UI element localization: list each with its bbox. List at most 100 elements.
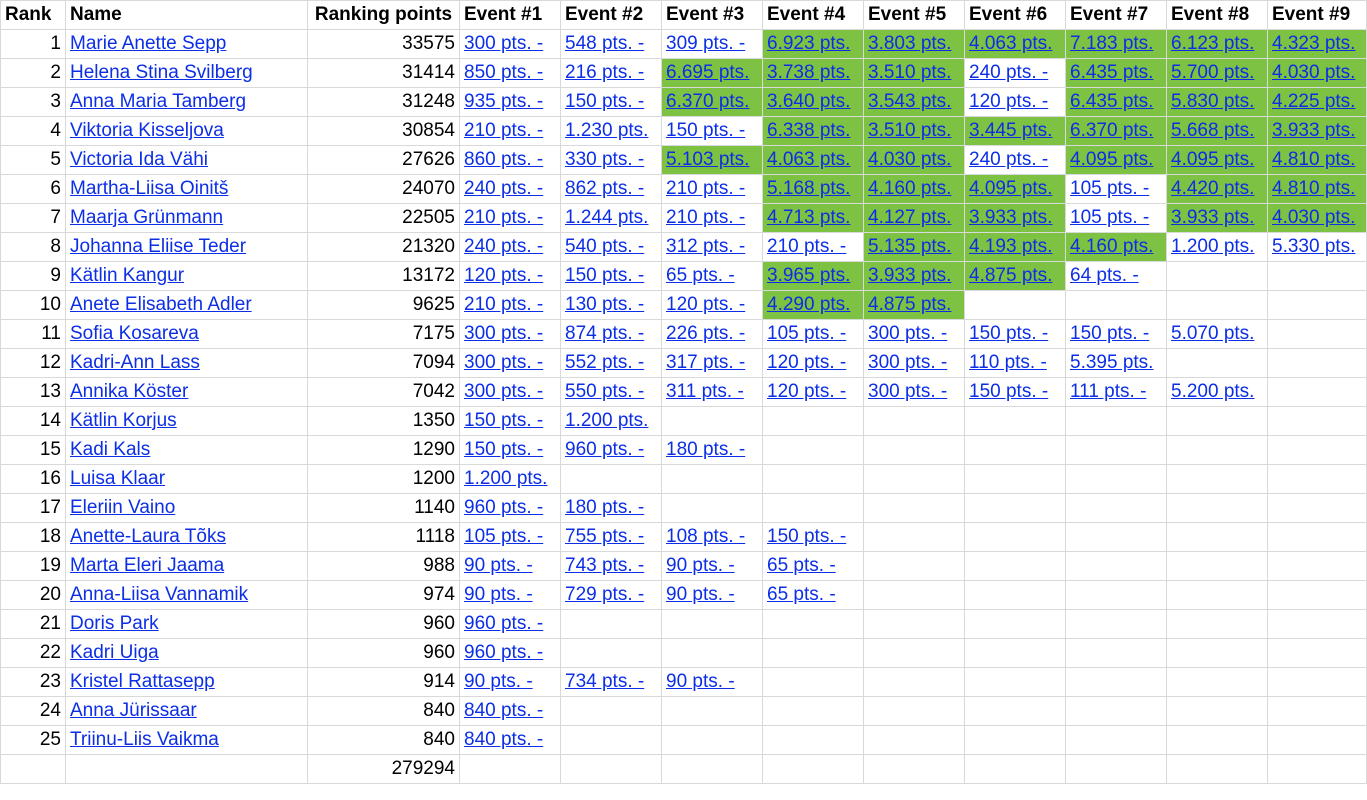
event-points-link[interactable]: 840 pts. - [464,700,544,721]
event-points-link[interactable]: 4.030 pts. [1272,62,1356,83]
event-points-link[interactable]: 120 pts. - [666,294,746,315]
event-points-link[interactable]: 120 pts. - [969,91,1049,112]
event-points-link[interactable]: 4.095 pts. [1070,149,1154,170]
event-points-link[interactable]: 4.095 pts. [969,178,1053,199]
event-points-link[interactable]: 5.135 pts. [868,236,952,257]
event-points-link[interactable]: 4.810 pts. [1272,178,1356,199]
athlete-link[interactable]: Anna Maria Tamberg [70,91,247,112]
athlete-link[interactable]: Kadri-Ann Lass [70,352,200,373]
event-points-link[interactable]: 210 pts. - [767,236,847,257]
event-points-link[interactable]: 311 pts. - [666,381,744,402]
event-points-link[interactable]: 120 pts. - [767,352,847,373]
event-points-link[interactable]: 6.435 pts. [1070,91,1154,112]
event-points-link[interactable]: 3.510 pts. [868,120,952,141]
event-points-link[interactable]: 874 pts. - [565,323,645,344]
athlete-link[interactable]: Victoria Ida Vähi [70,149,209,170]
athlete-link[interactable]: Doris Park [70,613,159,634]
event-points-link[interactable]: 3.933 pts. [868,265,952,286]
athlete-link[interactable]: Anete Elisabeth Adler [70,294,252,315]
event-points-link[interactable]: 3.933 pts. [969,207,1053,228]
event-points-link[interactable]: 105 pts. - [767,323,847,344]
event-points-link[interactable]: 4.875 pts. [969,265,1053,286]
event-points-link[interactable]: 312 pts. - [666,236,746,257]
event-points-link[interactable]: 5.700 pts. [1171,62,1255,83]
event-points-link[interactable]: 210 pts. - [666,178,746,199]
event-points-link[interactable]: 552 pts. - [565,352,645,373]
event-points-link[interactable]: 180 pts. - [565,497,645,518]
event-points-link[interactable]: 5.168 pts. [767,178,851,199]
event-points-link[interactable]: 5.668 pts. [1171,120,1255,141]
event-points-link[interactable]: 90 pts. - [464,584,533,605]
event-points-link[interactable]: 300 pts. - [868,323,948,344]
event-points-link[interactable]: 3.738 pts. [767,62,851,83]
event-points-link[interactable]: 3.965 pts. [767,265,851,286]
event-points-link[interactable]: 3.933 pts. [1272,120,1356,141]
event-points-link[interactable]: 65 pts. - [767,584,836,605]
event-points-link[interactable]: 90 pts. - [666,584,735,605]
athlete-link[interactable]: Triinu-Liis Vaikma [70,729,219,750]
event-points-link[interactable]: 105 pts. - [464,526,544,547]
event-points-link[interactable]: 300 pts. - [464,33,544,54]
event-points-link[interactable]: 4.875 pts. [868,294,952,315]
athlete-link[interactable]: Anette-Laura Tõks [70,526,226,547]
event-points-link[interactable]: 7.183 pts. [1070,33,1154,54]
event-points-link[interactable]: 6.123 pts. [1171,33,1255,54]
event-points-link[interactable]: 5.330 pts. [1272,236,1356,257]
event-points-link[interactable]: 3.803 pts. [868,33,952,54]
athlete-link[interactable]: Martha-Liisa Oinitš [70,178,229,199]
event-points-link[interactable]: 3.445 pts. [969,120,1053,141]
event-points-link[interactable]: 4.160 pts. [868,178,952,199]
event-points-link[interactable]: 300 pts. - [868,352,948,373]
event-points-link[interactable]: 755 pts. - [565,526,645,547]
event-points-link[interactable]: 840 pts. - [464,729,544,750]
event-points-link[interactable]: 240 pts. - [969,149,1049,170]
event-points-link[interactable]: 960 pts. - [464,613,544,634]
event-points-link[interactable]: 300 pts. - [464,323,544,344]
athlete-link[interactable]: Luisa Klaar [70,468,166,489]
event-points-link[interactable]: 960 pts. - [464,497,544,518]
event-points-link[interactable]: 108 pts. - [666,526,746,547]
event-points-link[interactable]: 210 pts. - [464,120,544,141]
event-points-link[interactable]: 1.200 pts. [1171,236,1255,257]
athlete-link[interactable]: Eleriin Vaino [70,497,176,518]
event-points-link[interactable]: 240 pts. - [464,236,544,257]
event-points-link[interactable]: 850 pts. - [464,62,544,83]
event-points-link[interactable]: 300 pts. - [464,352,544,373]
event-points-link[interactable]: 309 pts. - [666,33,746,54]
event-points-link[interactable]: 226 pts. - [666,323,746,344]
event-points-link[interactable]: 4.160 pts. [1070,236,1154,257]
event-points-link[interactable]: 5.070 pts. [1171,323,1255,344]
event-points-link[interactable]: 6.435 pts. [1070,62,1154,83]
event-points-link[interactable]: 5.395 pts. [1070,352,1154,373]
athlete-link[interactable]: Maarja Grünmann [70,207,224,228]
event-points-link[interactable]: 90 pts. - [666,671,735,692]
event-points-link[interactable]: 330 pts. - [565,149,645,170]
athlete-link[interactable]: Anna-Liisa Vannamik [70,584,249,605]
event-points-link[interactable]: 550 pts. - [565,381,645,402]
athlete-link[interactable]: Kätlin Kangur [70,265,185,286]
event-points-link[interactable]: 105 pts. - [1070,207,1150,228]
event-points-link[interactable]: 6.370 pts. [666,91,750,112]
event-points-link[interactable]: 90 pts. - [464,555,533,576]
athlete-link[interactable]: Marie Anette Sepp [70,33,227,54]
event-points-link[interactable]: 3.933 pts. [1171,207,1255,228]
athlete-link[interactable]: Sofia Kosareva [70,323,199,344]
event-points-link[interactable]: 3.543 pts. [868,91,952,112]
event-points-link[interactable]: 5.830 pts. [1171,91,1255,112]
event-points-link[interactable]: 90 pts. - [666,555,735,576]
event-points-link[interactable]: 65 pts. - [767,555,836,576]
athlete-link[interactable]: Johanna Eliise Teder [70,236,247,257]
event-points-link[interactable]: 4.810 pts. [1272,149,1356,170]
event-points-link[interactable]: 150 pts. - [565,91,645,112]
event-points-link[interactable]: 935 pts. - [464,91,544,112]
event-points-link[interactable]: 743 pts. - [565,555,645,576]
event-points-link[interactable]: 860 pts. - [464,149,544,170]
event-points-link[interactable]: 1.230 pts. [565,120,649,141]
event-points-link[interactable]: 1.200 pts. [464,468,548,489]
event-points-link[interactable]: 110 pts. - [969,352,1047,373]
event-points-link[interactable]: 105 pts. - [1070,178,1150,199]
event-points-link[interactable]: 1.244 pts. [565,207,649,228]
event-points-link[interactable]: 120 pts. - [767,381,847,402]
athlete-link[interactable]: Anna Jürissaar [70,700,197,721]
event-points-link[interactable]: 6.338 pts. [767,120,851,141]
